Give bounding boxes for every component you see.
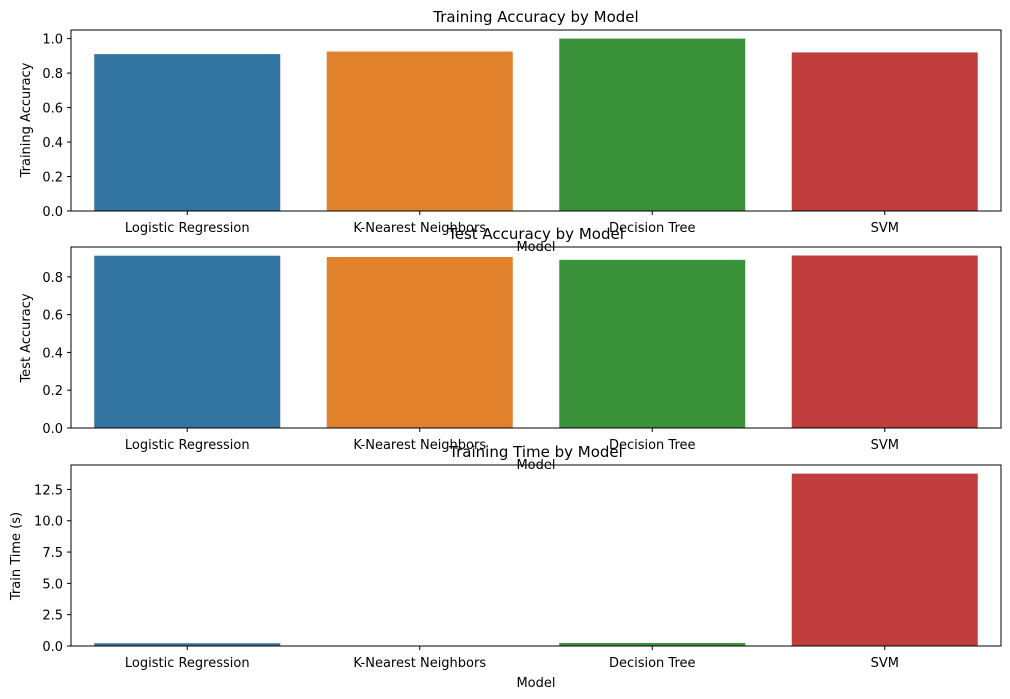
bar-group xyxy=(94,473,978,646)
bar-svm xyxy=(791,473,978,646)
x-tick-label: K-Nearest Neighbors xyxy=(353,221,486,236)
x-tick-label: K-Nearest Neighbors xyxy=(353,656,486,671)
chart-title: Training Accuracy by Model xyxy=(432,8,638,26)
x-tick-label: SVM xyxy=(871,438,899,453)
y-axis-label: Training Accuracy xyxy=(19,62,34,178)
plot-frame xyxy=(70,246,1002,429)
bar-decision-tree xyxy=(559,38,746,212)
bar-k-nearest-neighbors xyxy=(326,257,513,428)
x-axis-label: Model xyxy=(516,676,555,691)
y-axis-label: Train Time (s) xyxy=(9,512,24,601)
x-tick-label: Decision Tree xyxy=(609,656,696,671)
y-tick-label: 1.0 xyxy=(42,33,63,48)
y-axis-label: Test Accuracy xyxy=(19,293,34,383)
y-tick-label: 0.0 xyxy=(42,205,63,220)
y-tick-label: 7.5 xyxy=(42,546,63,561)
y-axis-ticks: 0.0 0.2 0.4 0.6 0.8 xyxy=(42,271,71,437)
plot-frame xyxy=(70,464,1002,647)
x-axis-ticks: Logistic Regression K-Nearest Neighbors De… xyxy=(125,211,899,236)
bar-logistic-regression xyxy=(94,255,281,428)
y-tick-label: 0.8 xyxy=(42,271,63,286)
x-tick-label: Decision Tree xyxy=(609,221,696,236)
chart-panel-test-accuracy: 0.0 0.2 0.4 0.6 0.8 Logistic Regression K-Nea… xyxy=(19,225,1002,473)
chart-title: Test Accuracy by Model xyxy=(447,225,624,243)
bar-k-nearest-neighbors xyxy=(326,51,513,211)
bar-logistic-regression xyxy=(94,54,281,211)
x-tick-label: Logistic Regression xyxy=(125,221,250,236)
bar-group xyxy=(94,255,978,428)
y-tick-label: 2.5 xyxy=(42,609,63,624)
y-tick-label: 0.0 xyxy=(42,422,63,437)
y-tick-label: 0.2 xyxy=(42,384,63,399)
x-tick-label: Logistic Regression xyxy=(125,656,250,671)
y-tick-label: 0.8 xyxy=(42,67,63,82)
x-tick-label: K-Nearest Neighbors xyxy=(353,438,486,453)
y-tick-label: 5.0 xyxy=(42,577,63,592)
y-tick-label: 0.0 xyxy=(42,640,63,655)
y-tick-label: 0.4 xyxy=(42,346,63,361)
x-axis-ticks: Logistic Regression K-Nearest Neighbors De… xyxy=(125,646,899,671)
bar-svm xyxy=(791,52,978,211)
x-tick-label: Logistic Regression xyxy=(125,438,250,453)
bar-group xyxy=(94,38,978,212)
y-tick-label: 0.6 xyxy=(42,102,63,117)
y-tick-label: 10.0 xyxy=(34,515,63,530)
x-axis-ticks: Logistic Regression K-Nearest Neighbors De… xyxy=(125,428,899,453)
y-axis-ticks: 0.0 0.2 0.4 0.6 0.8 1.0 xyxy=(42,33,71,220)
chart-panel-training-accuracy: 0.0 0.2 0.4 0.6 0.8 1.0 Logistic Regression K-… xyxy=(19,8,1002,255)
chart-title: Training Time by Model xyxy=(448,443,623,461)
y-tick-label: 0.6 xyxy=(42,309,63,324)
bar-decision-tree xyxy=(559,642,746,646)
y-tick-label: 0.4 xyxy=(42,136,63,151)
y-axis-ticks: 0.0 2.5 5.0 7.5 10.0 12.5 xyxy=(34,483,71,655)
x-tick-label: SVM xyxy=(871,656,899,671)
bar-svm xyxy=(791,255,978,428)
y-tick-label: 0.2 xyxy=(42,171,63,186)
chart-panel-training-time: 0.0 2.5 5.0 7.5 10.0 12.5 Logistic Regression… xyxy=(9,443,1002,691)
plot-frame xyxy=(70,29,1002,212)
y-tick-label: 12.5 xyxy=(34,483,63,498)
bar-logistic-regression xyxy=(94,643,281,646)
bar-decision-tree xyxy=(559,259,746,428)
x-tick-label: SVM xyxy=(871,221,899,236)
x-tick-label: Decision Tree xyxy=(609,438,696,453)
